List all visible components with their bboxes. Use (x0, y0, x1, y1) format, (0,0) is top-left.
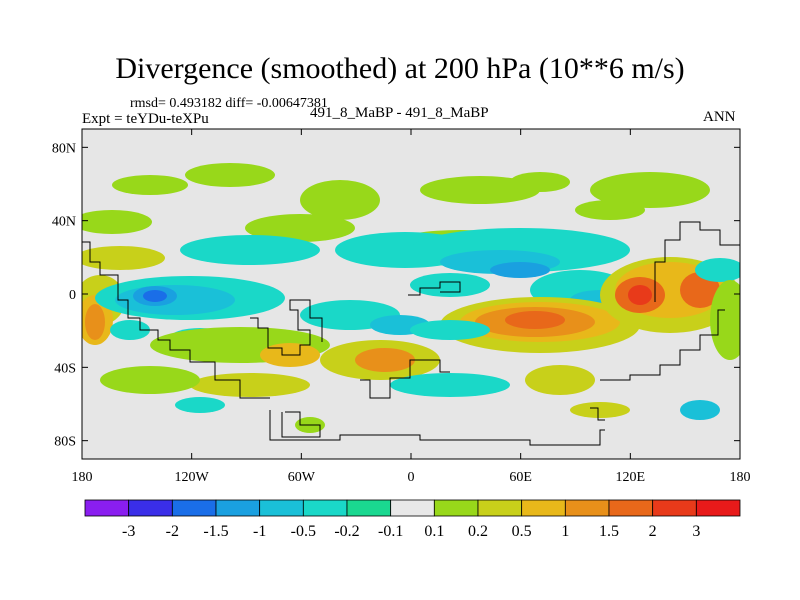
contour-blob (143, 290, 167, 302)
contour-blob (82, 210, 152, 234)
x-tick-label: 120E (616, 470, 646, 485)
coastline (600, 309, 725, 381)
coastline (281, 411, 321, 438)
colorbar-swatch (521, 499, 566, 517)
colorbar-label: 1 (561, 523, 569, 540)
contour-blob (390, 373, 510, 397)
coastline (590, 407, 605, 421)
colorbar-swatch (433, 499, 479, 517)
colorbar-swatch (346, 499, 392, 517)
contour-blob (100, 366, 200, 394)
colorbar-swatch (390, 499, 435, 517)
colorbar-label: -0.2 (334, 523, 359, 540)
contour-blob (112, 175, 188, 195)
season-label: ANN (703, 109, 736, 125)
contour-blob (510, 172, 570, 192)
axes: 180 120W 60W 0 60E 120E 180 80N 40N 0 40S 80S (52, 129, 751, 485)
colorbar-swatch (171, 499, 217, 517)
contour-blob (628, 285, 652, 305)
contour-blob (355, 348, 415, 372)
contour-blob (180, 235, 320, 265)
x-tick-label: 180 (730, 470, 751, 485)
contour-blob (185, 163, 275, 187)
contour-blob (300, 180, 380, 220)
colorbar-label: 0.2 (468, 523, 488, 540)
colorbar-label: -0.5 (291, 523, 316, 540)
coastline (269, 410, 605, 446)
colorbar-swatch (128, 499, 173, 517)
colorbar: -3 -2 -1.5 -1 -0.5 -0.2 -0.1 0.1 0.2 0.5 1 1.5 2 3 (84, 499, 741, 540)
colorbar-swatch (652, 499, 697, 517)
contour-blob (525, 365, 595, 395)
y-tick-label: 40N (52, 215, 76, 230)
contour-blob (410, 320, 490, 340)
x-tick-label: 60W (288, 470, 316, 485)
colorbar-label: 3 (692, 523, 700, 540)
colorbar-label: -1 (253, 523, 266, 540)
contour-blob (570, 402, 630, 418)
colorbar-label: -2 (166, 523, 179, 540)
colorbar-swatch (695, 499, 741, 517)
colorbar-label: 2 (649, 523, 657, 540)
colorbar-label: -0.1 (378, 523, 403, 540)
coastline (408, 281, 461, 296)
contour-blob (695, 258, 740, 282)
chart-title: Divergence (smoothed) at 200 hPa (10**6 … (115, 52, 685, 85)
contour-blob (245, 214, 355, 242)
colorbar-label: 0.5 (512, 523, 532, 540)
y-tick-label: 80S (54, 435, 76, 450)
contour-blob (420, 176, 540, 204)
contour-blob (590, 172, 710, 208)
colorbar-label: -3 (122, 523, 135, 540)
colorbar-swatch (608, 499, 654, 517)
y-tick-label: 80N (52, 141, 76, 156)
contour-blob (190, 373, 310, 397)
stats-line: rmsd= 0.493182 diff= -0.00647381 (130, 96, 328, 111)
colorbar-swatch (477, 499, 523, 517)
coastline (250, 299, 323, 356)
colorbar-swatch (259, 499, 304, 517)
coastline (360, 359, 450, 399)
contour-blob (175, 397, 225, 413)
experiment-label: Expt = teYDu-teXPu (82, 111, 209, 127)
contour-blob (82, 246, 165, 270)
contour-blob (575, 200, 645, 220)
colorbar-label: 0.1 (424, 523, 444, 540)
x-tick-label: 60E (509, 470, 532, 485)
y-tick-label: 40S (54, 361, 76, 376)
contour-blob (410, 273, 490, 297)
colorbar-label: -1.5 (203, 523, 228, 540)
colorbar-swatch (84, 499, 130, 517)
x-tick-label: 180 (72, 470, 93, 485)
coastline (82, 241, 270, 399)
contour-blob (85, 304, 105, 340)
x-tick-label: 120W (175, 470, 210, 485)
colorbar-swatch (302, 499, 348, 517)
coastlines (82, 221, 740, 446)
colorbar-swatch (564, 499, 610, 517)
colorbar-label: 1.5 (599, 523, 619, 540)
coastline (654, 221, 740, 302)
contour-blob (490, 262, 550, 278)
contour-blob (680, 272, 720, 308)
colorbar-swatch (215, 499, 261, 517)
x-tick-label: 0 (408, 470, 415, 485)
contour-blob (710, 280, 740, 360)
case-ids-label: 491_8_MaBP - 491_8_MaBP (310, 105, 489, 121)
y-tick-label: 0 (69, 288, 76, 303)
contour-blob (680, 400, 720, 420)
contour-blob (505, 311, 565, 329)
